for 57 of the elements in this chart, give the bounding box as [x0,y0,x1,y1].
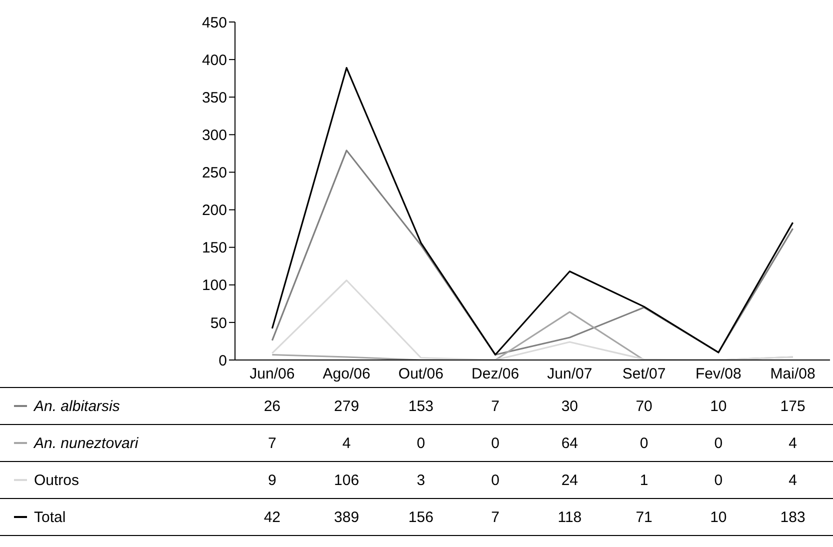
legend-label: An. albitarsis [34,398,120,414]
data-label: 183 [779,508,806,526]
data-label: 0 [490,434,500,452]
x-tick-label: Ago/06 [322,366,370,383]
y-tick-label: 50 [210,314,227,332]
y-tick-label: 200 [202,202,227,220]
data-label: 389 [333,508,360,526]
data-label: 0 [490,472,500,488]
data-label: 30 [560,398,580,414]
data-label: 24 [560,472,580,488]
data-label: 4 [341,434,352,452]
y-tick-label: 0 [218,352,227,370]
data-label: 0 [713,434,724,452]
data-label: 9 [267,472,278,488]
data-label: 70 [634,398,654,414]
x-tick-label: Fev/08 [696,366,742,383]
y-tick-label: 150 [202,240,227,257]
line-series [271,150,794,356]
x-tick-label: Jun/07 [547,366,592,383]
data-label: 42 [262,508,282,526]
data-label: 0 [638,434,650,452]
y-tick-label: 300 [202,126,227,144]
x-tick-label: Out/06 [398,366,444,383]
data-label: 71 [634,508,654,526]
data-label: 118 [556,508,583,526]
x-tick-label: Set/07 [622,366,666,383]
data-label: 4 [788,472,798,488]
data-label: 64 [560,434,580,452]
data-label: 26 [262,398,282,414]
y-tick-label: 350 [202,89,227,106]
data-label: 7 [490,508,500,526]
data-label: 279 [333,398,360,414]
y-tick-label: 450 [202,14,227,32]
data-label: 3 [416,472,426,488]
data-label: 0 [416,434,426,452]
data-label: 1 [638,472,650,488]
x-tick-label: Jun/06 [250,366,295,383]
y-tick-label: 100 [202,277,227,294]
legend-label: Total [34,508,66,526]
data-label: 156 [407,508,434,526]
y-tick-label: 250 [202,164,227,182]
data-label: 7 [490,398,500,414]
legend-label: Outros [34,472,80,488]
data-label: 153 [407,398,434,414]
data-label: 7 [267,434,278,452]
line-series [271,67,794,356]
data-label: 10 [709,508,728,526]
line-series [271,280,794,360]
x-tick-label: Mai/08 [770,366,816,383]
x-tick-label: Dez/06 [472,366,520,383]
legend-label: An. nuneztovari [34,434,138,452]
data-label: 106 [333,472,360,488]
data-label: 0 [713,472,724,488]
data-label: 4 [788,434,798,452]
data-label: 175 [779,398,806,414]
data-label: 10 [709,398,728,414]
y-tick-label: 400 [202,52,227,69]
